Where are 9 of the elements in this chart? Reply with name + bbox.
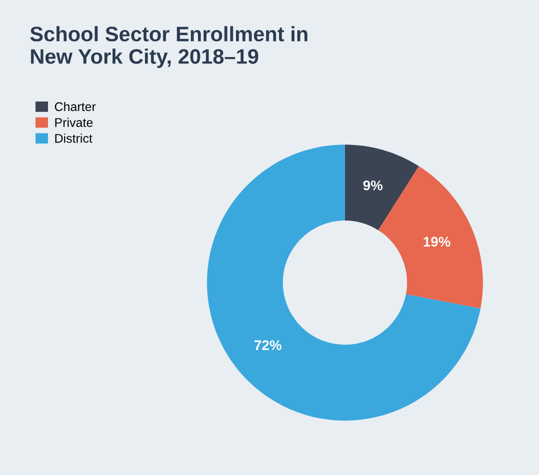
data-label: 72% [254, 340, 282, 350]
donut-slice [206, 144, 480, 421]
legend-label: Private [55, 118, 93, 127]
legend-label: District [55, 134, 92, 143]
data-label: 19% [424, 236, 450, 247]
donut-slice [344, 144, 419, 230]
data-label: 9% [363, 180, 383, 190]
chart-title: School Sector Enrollment in New York City, 2018–19 [30, 26, 308, 68]
legend-label: Charter [54, 102, 96, 112]
